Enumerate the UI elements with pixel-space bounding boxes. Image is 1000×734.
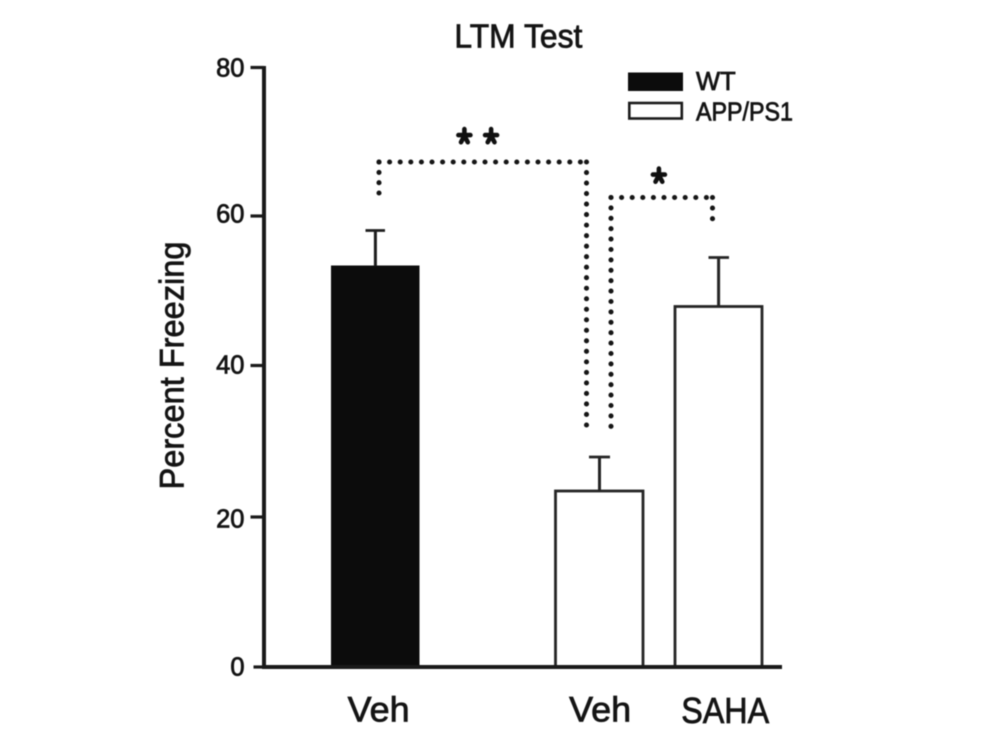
svg-text:40: 40 — [216, 352, 244, 380]
svg-text:SAHA: SAHA — [681, 690, 769, 731]
svg-text:60: 60 — [216, 201, 244, 229]
svg-text:20: 20 — [216, 506, 244, 534]
svg-text:LTM Test: LTM Test — [454, 18, 582, 55]
svg-text:Veh: Veh — [569, 691, 631, 730]
svg-text:80: 80 — [216, 55, 244, 83]
svg-text:WT: WT — [696, 68, 736, 96]
svg-text:0: 0 — [230, 654, 244, 682]
svg-text:APP/PS1: APP/PS1 — [696, 99, 793, 127]
svg-text:Percent Freezing: Percent Freezing — [154, 242, 192, 490]
svg-text:Veh: Veh — [348, 691, 410, 730]
